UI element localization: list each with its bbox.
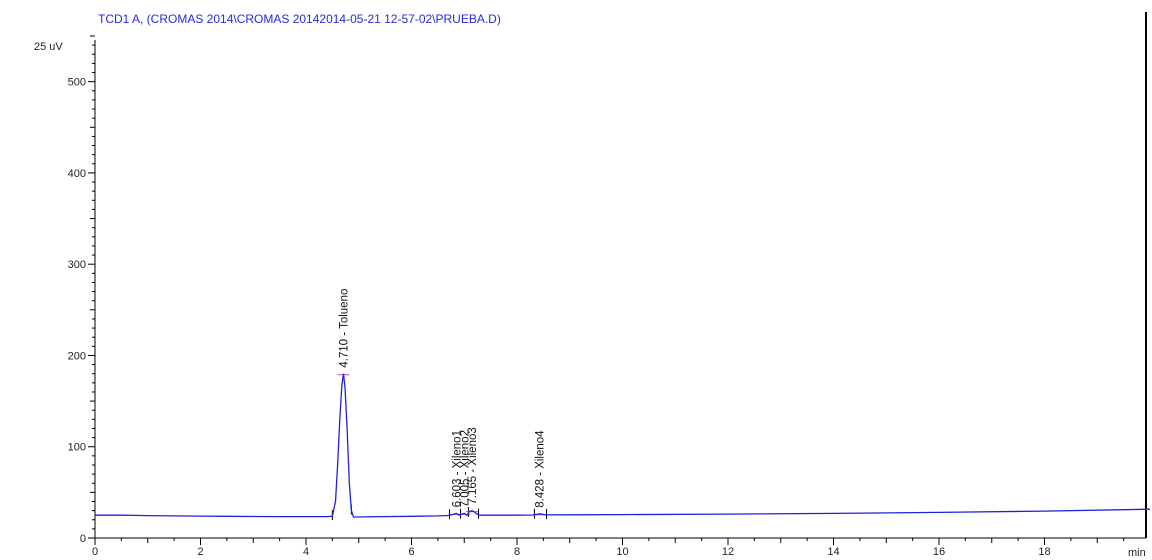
- x-tick-label: 14: [827, 546, 839, 558]
- peak-label: 7.165 - Xileno3: [467, 427, 479, 504]
- x-tick-label: 18: [1038, 546, 1050, 558]
- y-axis-unit-label: 25 uV: [34, 41, 63, 53]
- chart-title: TCD1 A, (CROMAS 2014\CROMAS 20142014-05-…: [98, 12, 501, 26]
- y-tick-label: 200: [68, 350, 86, 362]
- y-tick-label: 500: [68, 77, 86, 89]
- x-tick-label: 16: [933, 546, 945, 558]
- y-tick-label: 400: [68, 168, 86, 180]
- y-axis-ticks: 0 100 200 300 400 500: [68, 35, 95, 545]
- series-line-tcd1: [95, 373, 1151, 518]
- x-tick-label: 10: [616, 546, 628, 558]
- x-tick-label: 4: [303, 546, 309, 558]
- x-axis-unit-label: min: [1128, 547, 1146, 559]
- y-tick-label: 300: [68, 259, 86, 271]
- x-tick-label: 6: [408, 546, 414, 558]
- peak-label: 8.428 - Xileno4: [535, 430, 547, 508]
- peak-label: 6.603 - Xileno1: [451, 430, 463, 507]
- x-tick-label: 8: [514, 546, 520, 558]
- x-tick-label: 2: [197, 546, 203, 558]
- x-axis-ticks: 0 2 4 6 8 10 12 14 16 18: [92, 538, 1125, 558]
- y-tick-label: 100: [68, 442, 86, 454]
- x-tick-label: 12: [722, 546, 734, 558]
- peak-label: 4.710 - Tolueno: [339, 289, 351, 368]
- y-tick-label: 0: [80, 533, 86, 545]
- x-tick-label: 0: [92, 546, 98, 558]
- peak-label: 7.005 - Xileno2: [459, 430, 471, 507]
